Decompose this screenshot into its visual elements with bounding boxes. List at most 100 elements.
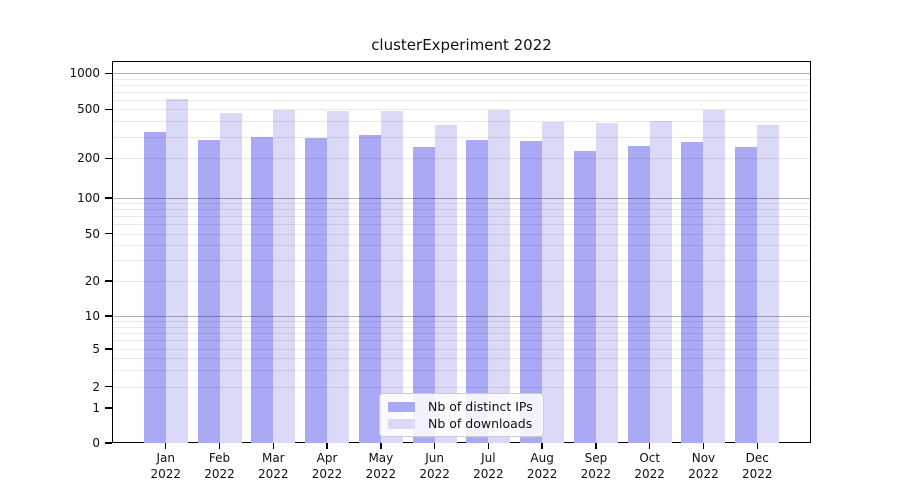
bar-downloads	[327, 111, 350, 443]
legend-label-distinct-ips: Nb of distinct IPs	[428, 399, 533, 414]
minor-gridline	[113, 99, 810, 101]
y-tick-label: 1	[92, 401, 100, 415]
minor-gridline	[113, 224, 810, 226]
minor-gridline	[113, 245, 810, 247]
x-tick-label: Jan 2022	[150, 451, 182, 481]
x-tick-mark	[648, 443, 651, 449]
x-tick-mark	[487, 443, 490, 449]
bar-downloads	[380, 111, 403, 443]
minor-gridline	[113, 340, 810, 342]
minor-gridline	[113, 78, 810, 80]
bar-distinct-ips	[305, 138, 328, 443]
y-tick-label: 500	[77, 102, 100, 117]
minor-gridline	[113, 158, 810, 160]
distinct-ips-swatch	[388, 401, 415, 412]
x-tick-mark	[433, 443, 436, 449]
x-tick-label: Mar 2022	[258, 451, 289, 481]
x-tick-label: Jun 2022	[419, 451, 450, 481]
minor-gridline	[113, 259, 810, 261]
bar-downloads	[703, 110, 726, 443]
minor-gridline	[113, 91, 810, 93]
y-tick-mark	[105, 72, 112, 74]
x-tick-label: Nov 2022	[688, 451, 719, 481]
y-tick-mark	[105, 232, 112, 235]
y-tick-mark	[105, 348, 112, 350]
bar-downloads	[757, 124, 780, 443]
x-tick-mark	[756, 443, 758, 449]
downloads-swatch	[388, 418, 415, 429]
bar-distinct-ips	[466, 140, 489, 443]
y-tick-label: 50	[84, 226, 100, 241]
x-tick-mark	[541, 443, 543, 449]
bar-downloads	[595, 123, 618, 443]
x-tick-mark	[165, 443, 167, 449]
minor-gridline	[113, 332, 810, 334]
y-tick-label: 20	[84, 274, 100, 288]
y-tick-label: 100	[77, 191, 100, 205]
x-tick-label: Jul 2022	[473, 451, 504, 481]
legend: Nb of distinct IPs Nb of downloads	[379, 393, 544, 437]
y-tick-mark	[105, 108, 112, 110]
x-tick-label: Oct 2022	[634, 451, 665, 481]
bar-downloads	[219, 113, 242, 443]
y-tick-mark	[105, 280, 112, 282]
minor-gridline	[113, 326, 810, 328]
bar-downloads	[649, 120, 672, 443]
y-tick-mark	[105, 197, 112, 199]
bar-downloads	[434, 124, 457, 443]
bar-distinct-ips	[251, 136, 274, 443]
x-tick-label: Feb 2022	[204, 451, 235, 481]
minor-gridline	[113, 136, 810, 138]
x-tick-mark	[272, 443, 274, 449]
x-tick-label: Apr 2022	[311, 451, 343, 481]
y-tick-mark	[105, 442, 112, 444]
y-tick-label: 0	[92, 436, 100, 450]
x-tick-mark	[702, 443, 705, 449]
major-gridline	[113, 316, 810, 317]
x-tick-mark	[326, 443, 328, 449]
chart-title: clusterExperiment 2022	[371, 36, 552, 54]
minor-gridline	[113, 281, 810, 282]
bar-downloads	[165, 98, 188, 443]
y-tick-mark	[105, 407, 112, 409]
bar-distinct-ips	[735, 147, 758, 443]
major-gridline	[113, 198, 810, 199]
minor-gridline	[113, 349, 810, 350]
bar-downloads	[273, 110, 296, 443]
x-tick-label: Aug 2022	[526, 451, 558, 481]
bar-distinct-ips	[681, 142, 704, 443]
x-tick-label: May 2022	[365, 451, 397, 481]
minor-gridline	[113, 203, 810, 205]
minor-gridline	[113, 386, 810, 388]
minor-gridline	[113, 358, 810, 360]
bar-distinct-ips	[143, 132, 166, 443]
bar-distinct-ips	[520, 141, 543, 443]
legend-item-distinct-ips: Nb of distinct IPs	[386, 398, 537, 415]
x-tick-mark	[380, 443, 382, 449]
bar-distinct-ips	[412, 147, 435, 443]
legend-label-downloads: Nb of downloads	[428, 416, 533, 431]
minor-gridline	[113, 321, 810, 323]
minor-gridline	[113, 209, 810, 211]
y-tick-label: 5	[92, 342, 100, 356]
bar-distinct-ips	[358, 134, 381, 443]
bar-distinct-ips	[573, 150, 596, 443]
minor-gridline	[113, 121, 810, 123]
x-tick-mark	[218, 443, 221, 449]
major-gridline	[113, 73, 810, 75]
y-tick-mark	[105, 315, 112, 317]
x-tick-label: Dec 2022	[741, 451, 773, 481]
y-tick-mark	[105, 157, 112, 159]
minor-gridline	[113, 216, 810, 218]
bar-distinct-ips	[197, 140, 220, 443]
y-tick-label: 10	[84, 309, 100, 323]
minor-gridline	[113, 369, 810, 371]
legend-item-downloads: Nb of downloads	[386, 415, 537, 432]
y-tick-label: 200	[77, 151, 100, 166]
x-tick-mark	[595, 443, 597, 449]
y-tick-label: 2	[92, 379, 100, 394]
y-tick-label: 1000	[69, 66, 100, 81]
bar-distinct-ips	[627, 146, 650, 443]
x-tick-label: Sep 2022	[580, 451, 612, 481]
